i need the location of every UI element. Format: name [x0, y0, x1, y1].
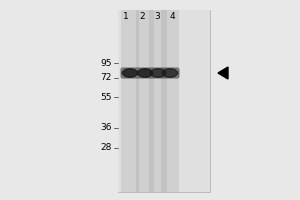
Ellipse shape: [162, 69, 178, 77]
Text: 1: 1: [123, 12, 129, 21]
FancyBboxPatch shape: [121, 68, 179, 78]
Text: 28: 28: [100, 144, 112, 152]
Ellipse shape: [137, 69, 153, 77]
Ellipse shape: [122, 69, 138, 77]
Text: 95: 95: [100, 58, 112, 68]
Ellipse shape: [150, 69, 166, 77]
Text: 2: 2: [139, 12, 145, 21]
Text: 36: 36: [100, 123, 112, 132]
Text: 4: 4: [169, 12, 175, 21]
Text: 3: 3: [154, 12, 160, 21]
Text: 55: 55: [100, 92, 112, 102]
Bar: [118, 10, 210, 192]
Polygon shape: [218, 67, 228, 79]
Text: 72: 72: [100, 73, 112, 82]
